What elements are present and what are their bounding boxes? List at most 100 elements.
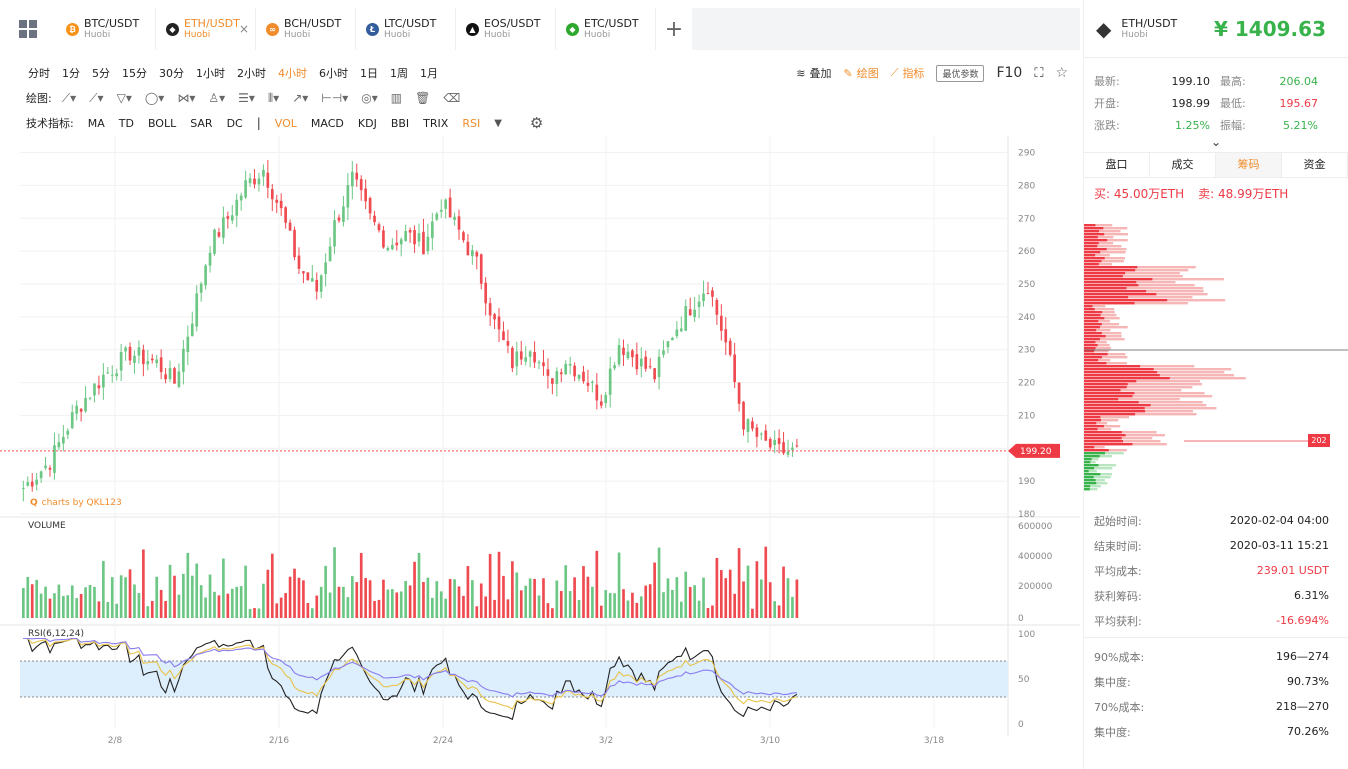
volume-bar — [137, 593, 141, 618]
right-tab-3[interactable]: 资金 — [1282, 153, 1348, 177]
volume-bar — [422, 581, 425, 618]
period-7[interactable]: 4小时 — [278, 67, 307, 80]
period-9[interactable]: 1日 — [360, 67, 378, 80]
chip-bar — [1084, 371, 1158, 374]
tab-exchange: Huobi — [584, 29, 611, 40]
tab-bch-usdt[interactable]: ∞ BCH/USDT Huobi — [256, 8, 356, 50]
chip-bar — [1084, 299, 1168, 302]
candle-body — [773, 439, 776, 445]
indicator-macd[interactable]: MACD — [310, 116, 344, 130]
candle-body — [675, 329, 679, 337]
period-0[interactable]: 分时 — [28, 67, 50, 80]
chip-bar-light — [1084, 227, 1128, 230]
tab-eth-usdt[interactable]: ◆ ETH/USDT Huobi × — [156, 8, 256, 50]
volume-bar — [648, 584, 652, 618]
layout-grid-button[interactable] — [0, 0, 56, 58]
kline-chart[interactable]: 2/8 2/16 2/24 3/2 3/10 3/18 290 280 270 260 250 240… — [0, 136, 1080, 769]
volume-bar — [555, 580, 559, 618]
measure-tool-icon[interactable]: ⊢⊣▾ — [321, 90, 349, 105]
chevron-down-icon[interactable]: ⌄ — [1210, 135, 1222, 149]
channel-tool-icon[interactable]: ⦀▾ — [267, 90, 280, 105]
add-tab-button[interactable]: + — [664, 16, 684, 42]
gear-icon[interactable]: ⚙ — [529, 114, 544, 132]
circle-tool-icon[interactable]: ◯▾ — [144, 90, 165, 105]
period-4[interactable]: 30分 — [159, 67, 184, 80]
trash-icon[interactable]: 🗑 — [415, 90, 431, 105]
stat-row: 开盘: 198.99 最低: 195.67 — [1094, 92, 1338, 114]
chip-bar — [1084, 314, 1101, 317]
indicator-button[interactable]: ⟋ 指标 — [891, 65, 925, 81]
tab-btc-usdt[interactable]: ₿ BTC/USDT Huobi — [56, 8, 156, 50]
indicator-kdj[interactable]: KDJ — [357, 116, 377, 130]
period-2[interactable]: 5分 — [92, 67, 110, 80]
fib-tool-icon[interactable]: ☰▾ — [238, 90, 255, 105]
indicator-dc[interactable]: DC — [226, 116, 243, 130]
draw-button[interactable]: ✎ 绘图 — [844, 65, 879, 81]
indicator-td[interactable]: TD — [118, 116, 134, 130]
candle-body — [137, 347, 141, 356]
indicator-vol[interactable]: VOL — [274, 116, 297, 130]
annotation-tool-icon[interactable]: ◎▾ — [361, 90, 378, 105]
period-6[interactable]: 2小时 — [237, 67, 266, 80]
indicator-bbi[interactable]: BBI — [390, 116, 410, 130]
tab-etc-usdt[interactable]: ◆ ETC/USDT Huobi — [556, 8, 656, 50]
bar-tool-icon[interactable]: ▥ — [390, 90, 403, 105]
candle-body — [57, 442, 61, 448]
price-tick-label: 260 — [1018, 247, 1035, 257]
period-list: 分时 1分 5分 15分 30分 1小时 2小时 4小时 6小时 1日 1周 1月 — [0, 65, 438, 81]
arrow-tool-icon[interactable]: ↗▾ — [292, 90, 309, 105]
star-icon[interactable]: ☆ — [1055, 65, 1068, 81]
period-3[interactable]: 15分 — [122, 67, 147, 80]
chip-bar-light — [1084, 254, 1110, 257]
tab-eos-usdt[interactable]: ▲ EOS/USDT Huobi — [456, 8, 556, 50]
period-5[interactable]: 1小时 — [196, 67, 225, 80]
indicator-ma[interactable]: MA — [87, 116, 105, 130]
candle-body — [124, 347, 127, 352]
volume-bar — [306, 602, 310, 618]
candle-body — [128, 346, 132, 361]
price-tick-label: 240 — [1018, 313, 1035, 323]
eraser-icon[interactable]: ⌫ — [443, 90, 461, 105]
line-tool-icon[interactable]: ⟋▾ — [61, 90, 77, 105]
period-10[interactable]: 1周 — [390, 67, 408, 80]
indicator-rsi[interactable]: RSI — [462, 116, 481, 130]
candle-body — [462, 232, 465, 241]
period-1[interactable]: 1分 — [62, 67, 80, 80]
indicator-dropdown-icon[interactable]: ▼ — [494, 117, 502, 129]
indicator-trix[interactable]: TRIX — [423, 116, 449, 130]
right-tab-0[interactable]: 盘口 — [1084, 153, 1150, 177]
chart-canvas[interactable]: 2/8 2/16 2/24 3/2 3/10 3/18 290 280 270 260 250 240… — [0, 136, 1080, 769]
pattern-tool-icon[interactable]: ♙▾ — [208, 90, 226, 105]
indicator-sar[interactable]: SAR — [190, 116, 213, 130]
price-tick-label: 290 — [1018, 149, 1035, 159]
ray-tool-icon[interactable]: ⟋▾ — [89, 90, 104, 105]
volume-label: VOLUME — [28, 521, 66, 531]
right-tab-1[interactable]: 成交 — [1150, 153, 1216, 177]
draw-tools-label: 绘图: — [26, 92, 52, 105]
f10-button[interactable]: F10 — [996, 65, 1023, 81]
chip-bar — [1084, 458, 1092, 461]
candle-body — [390, 244, 394, 250]
indicator-boll[interactable]: BOLL — [147, 116, 177, 130]
candle-body — [706, 293, 710, 295]
candle-body — [266, 172, 270, 188]
wave-tool-icon[interactable]: ⋈▾ — [177, 90, 196, 105]
candle-body — [519, 351, 523, 360]
volume-bar — [497, 551, 501, 618]
candle-body — [164, 374, 167, 380]
fullscreen-icon[interactable]: ⛶ — [1034, 65, 1044, 81]
close-icon[interactable]: × — [238, 22, 249, 36]
chip-bar-light — [1084, 419, 1119, 422]
price-stats: 最新: 199.10 最高: 206.04 开盘: 198.99 最低: 195.67 涨跌: 1… — [1084, 58, 1348, 136]
overlay-button[interactable]: ≋ 叠加 — [796, 65, 831, 81]
volume-bar — [675, 577, 679, 618]
triangle-tool-icon[interactable]: ▽▾ — [116, 90, 132, 105]
chip-bar-light — [1084, 389, 1182, 392]
period-11[interactable]: 1月 — [420, 67, 438, 80]
right-tab-2[interactable]: 筹码 — [1216, 153, 1282, 177]
rsi-label: RSI(6,12,24) — [28, 629, 84, 639]
period-8[interactable]: 6小时 — [319, 67, 348, 80]
candle-body — [746, 419, 750, 433]
best-params-button[interactable]: 最优参数 — [936, 64, 985, 82]
tab-ltc-usdt[interactable]: Ł LTC/USDT Huobi — [356, 8, 456, 50]
